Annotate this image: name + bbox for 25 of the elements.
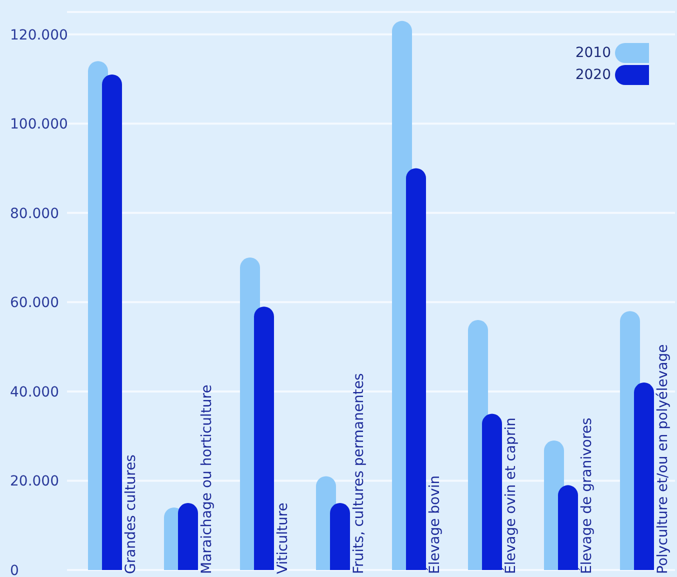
bar [634,382,654,570]
legend-label: 2010 [575,45,611,61]
x-tick-label: Élevage bovin [426,475,443,574]
bar [102,74,122,570]
x-tick-label: Polyculture et/ou en polyélevage [655,344,671,574]
y-tick-label: 80.000 [10,206,59,222]
y-tick-label: 120.000 [10,27,68,44]
x-tick-label: Grandes cultures [123,454,139,574]
x-tick-label: Viticulture [275,502,291,574]
x-tick-label: Maraichage ou horticulture [199,384,215,574]
legend-label: 2020 [575,67,611,83]
y-tick-label: 100.000 [10,116,68,133]
y-tick-label: 40.000 [10,384,59,400]
bar [330,503,350,570]
bar [482,414,502,570]
x-tick-label: Fruits, cultures permanentes [351,373,367,574]
bar [254,306,274,570]
y-tick-label: 60.000 [10,295,59,312]
x-tick-label: Élevage ovin et caprin [502,418,519,574]
y-tick-label: 20.000 [10,474,59,490]
bar [178,503,198,570]
x-tick-label: Élevage de granivores [578,418,595,574]
bar [406,168,426,570]
y-tick-label: 0 [10,563,19,577]
bar [558,485,578,570]
